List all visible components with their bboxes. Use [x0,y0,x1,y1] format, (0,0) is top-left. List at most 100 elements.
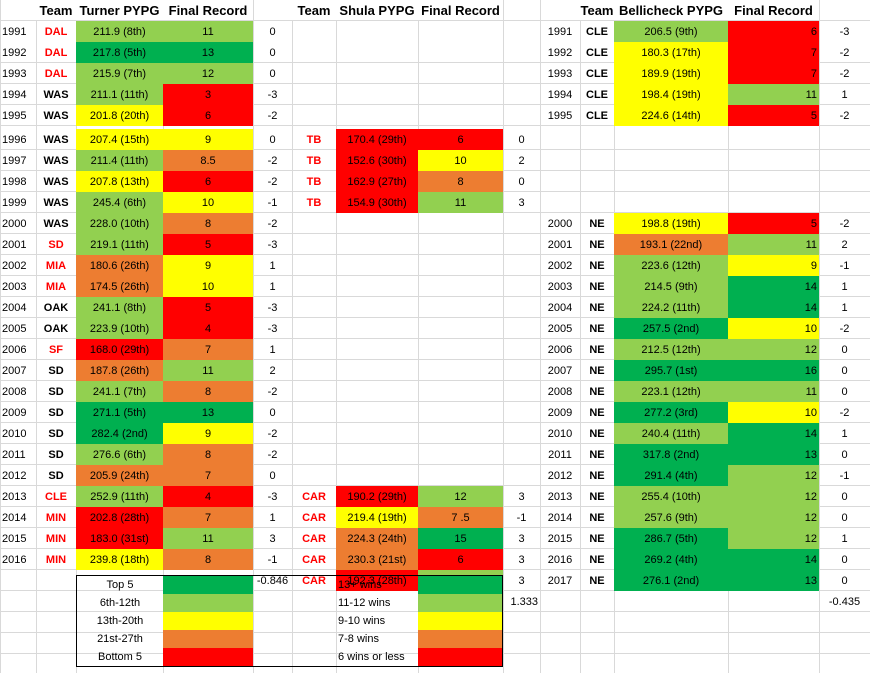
belichick-diff-cell: 2 [841,238,848,251]
turner-average: -0.846 [256,574,289,587]
gridline-vertical [580,0,581,673]
belichick-diff-cell: 1 [841,301,848,314]
legend-wins-swatch [418,630,502,648]
belichick-diff-cell: 1 [841,88,848,101]
turner-pypg-cell: 202.8 (28th) [76,507,163,528]
shula-team-cell: CAR [302,532,326,545]
belichick-year-cell: 2013 [547,490,573,503]
turner-diff-cell: 0 [269,67,276,80]
legend-rank-swatch [163,612,253,630]
belichick-pypg-cell: 223.6 (12th) [614,255,728,276]
turner-team-cell: CLE [45,490,67,503]
belichick-team-cell: NE [589,343,605,356]
turner-pypg-cell: 205.9 (24th) [76,465,163,486]
belichick-pypg-cell: 276.1 (2nd) [614,570,728,591]
belichick-record-cell: 6 [728,21,819,42]
shula-team-cell: TB [306,196,322,209]
shula-diff-cell: 0 [518,133,525,146]
belichick-pypg-cell: 257.5 (2nd) [614,318,728,339]
turner-pypg-cell: 183.0 (31st) [76,528,163,549]
turner-diff-cell: -2 [267,217,278,230]
legend-rank-label: 21st-27th [97,633,143,645]
turner-diff-cell: 0 [269,46,276,59]
belichick-diff-cell: -2 [839,46,850,59]
turner-pypg-cell: 282.4 (2nd) [76,423,163,444]
gridline-horizontal [0,443,870,444]
legend-rank-label: Bottom 5 [97,651,143,663]
belichick-diff-cell: -2 [839,217,850,230]
belichick-team-cell: NE [589,574,605,587]
belichick-team-cell: CLE [586,46,608,59]
turner-year-cell: 2016 [2,553,27,566]
legend-wins-label: 11-12 wins [338,597,391,609]
turner-team-header: Team [36,0,76,20]
turner-record-cell: 13 [163,402,253,423]
turner-record-cell: 8 [163,213,253,234]
turner-diff-cell: 0 [269,406,276,419]
turner-year-cell: 2013 [2,490,27,503]
turner-diff-cell: 2 [269,364,276,377]
turner-year-cell: 1997 [2,154,27,167]
turner-team-cell: OAK [43,322,69,335]
shula-diff-cell: -1 [516,511,527,524]
shula-record-cell: 8 [418,171,503,192]
turner-team-cell: MIA [45,280,67,293]
turner-year-cell: 1993 [2,67,27,80]
belichick-pypg-cell: 198.8 (19th) [614,213,728,234]
belichick-record-cell: 7 [728,42,819,63]
legend-rank-swatch [163,648,253,666]
turner-year-cell: 1995 [2,109,27,122]
belichick-record-header: Final Record [728,0,819,20]
turner-record-cell: 7 [163,465,253,486]
gridline-horizontal [0,422,870,423]
gridline-horizontal [0,485,870,486]
belichick-pypg-cell: 206.5 (9th) [614,21,728,42]
shula-diff-cell: 3 [518,553,525,566]
turner-pypg-cell: 271.1 (5th) [76,402,163,423]
turner-year-cell: 2000 [2,217,27,230]
belichick-record-cell: 14 [728,549,819,570]
turner-record-cell: 9 [163,255,253,276]
belichick-pypg-cell: 223.1 (12th) [614,381,728,402]
turner-record-cell: 10 [163,276,253,297]
turner-year-cell: 2008 [2,385,27,398]
turner-record-cell: 3 [163,84,253,105]
shula-average: 1.333 [510,595,538,608]
gridline-vertical [336,0,337,673]
belichick-team-cell: NE [589,553,605,566]
turner-record-cell: 11 [163,528,253,549]
shula-pypg-cell: 152.6 (30th) [336,150,418,171]
belichick-record-cell: 12 [728,486,819,507]
turner-record-cell: 8.5 [163,150,253,171]
turner-record-cell: 7 [163,339,253,360]
belichick-team-cell: NE [589,322,605,335]
turner-pypg-cell: 215.9 (7th) [76,63,163,84]
belichick-pypg-cell: 212.5 (12th) [614,339,728,360]
gridline-horizontal [0,20,870,21]
belichick-record-cell: 12 [728,528,819,549]
belichick-year-cell: 2011 [548,448,572,461]
turner-diff-cell: -1 [267,196,278,209]
belichick-diff-cell: -2 [839,406,850,419]
belichick-diff-cell: -3 [839,25,850,38]
turner-year-cell: 2004 [2,301,27,314]
turner-year-cell: 2007 [2,364,27,377]
belichick-team-cell: NE [589,532,605,545]
turner-pypg-cell: 207.8 (13th) [76,171,163,192]
turner-pypg-cell: 174.5 (26th) [76,276,163,297]
shula-record-cell: 6 [418,129,503,150]
turner-diff-cell: 3 [269,532,276,545]
turner-record-cell: 6 [163,105,253,126]
belichick-year-cell: 1993 [547,67,573,80]
belichick-year-cell: 1995 [547,109,573,122]
turner-diff-cell: -1 [267,553,278,566]
gridline-vertical [0,0,1,673]
belichick-pypg-cell: 180.3 (17th) [614,42,728,63]
belichick-pypg-cell: 224.2 (11th) [614,297,728,318]
turner-team-cell: WAS [43,217,69,230]
legend-wins-label: 9-10 wins [338,615,386,627]
shula-diff-cell: 3 [518,490,525,503]
shula-record-header: Final Record [418,0,503,20]
turner-team-cell: SD [48,238,64,251]
